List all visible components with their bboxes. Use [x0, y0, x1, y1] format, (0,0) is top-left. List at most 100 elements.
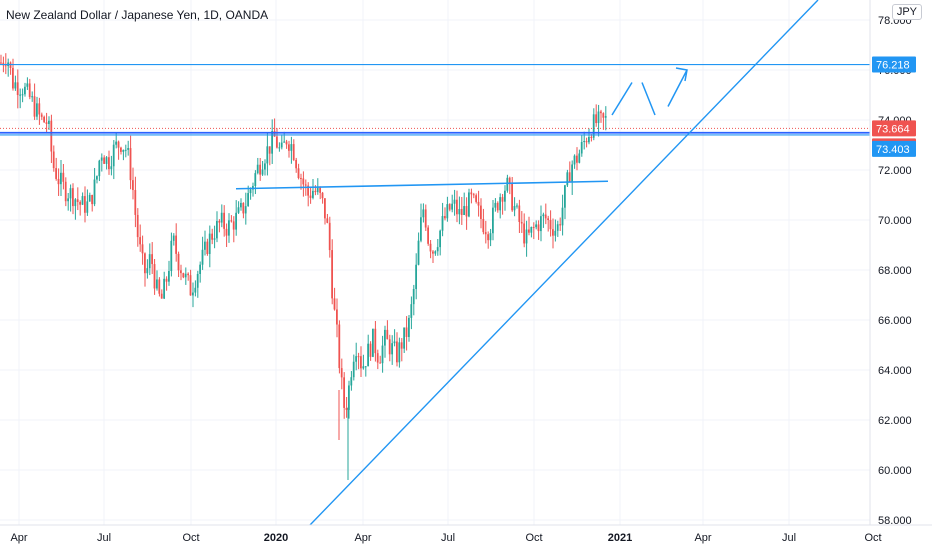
- price-tag: 76.218: [876, 60, 910, 72]
- projection-arrow: [667, 69, 688, 107]
- candle-body: [151, 254, 153, 265]
- candle-body: [266, 146, 269, 164]
- candle-body: [396, 341, 398, 363]
- candle-body: [28, 83, 31, 98]
- candle-body: [74, 199, 77, 207]
- horizontal-levels: [0, 63, 870, 136]
- candle-body: [237, 207, 240, 213]
- candle-body: [259, 164, 261, 175]
- candle-body: [441, 216, 444, 231]
- candle-body: [31, 96, 33, 98]
- candle-body: [292, 144, 295, 160]
- candle-body: [528, 229, 530, 233]
- y-tick-label: 60.000: [878, 465, 912, 477]
- x-tick-label: Jul: [441, 532, 455, 544]
- candle-body: [321, 192, 324, 199]
- candle-body: [540, 216, 542, 232]
- candle-body: [326, 218, 329, 223]
- candle-body: [484, 232, 487, 235]
- candle-body: [357, 356, 360, 358]
- candle-body: [415, 264, 417, 289]
- candle-body: [338, 324, 341, 369]
- candle-body: [408, 317, 410, 337]
- candle-body: [571, 164, 573, 182]
- candle-body: [302, 178, 305, 185]
- candle-body: [218, 220, 221, 223]
- candle-body: [518, 205, 521, 222]
- candle-body: [199, 264, 201, 274]
- candle-body: [386, 329, 389, 340]
- candle-body: [405, 327, 408, 337]
- candle-body: [309, 195, 312, 198]
- neckline: [235, 180, 609, 190]
- candle-body: [300, 178, 302, 180]
- x-tick-label: 2021: [608, 532, 632, 544]
- candle-body: [352, 361, 355, 378]
- candle-body: [465, 206, 468, 217]
- candle-body: [201, 249, 204, 265]
- candle-body: [88, 194, 91, 202]
- candle-body: [184, 273, 187, 278]
- candle-body: [64, 181, 67, 202]
- candle-body: [537, 224, 540, 232]
- candle-body: [576, 155, 578, 163]
- candle-body: [549, 220, 552, 230]
- candle-body: [52, 151, 55, 169]
- candle-body: [132, 180, 134, 191]
- candle-body: [96, 176, 98, 180]
- candle-body: [235, 212, 237, 230]
- candle-body: [194, 287, 197, 293]
- candle-body: [324, 198, 326, 219]
- candle-body: [110, 166, 113, 170]
- candle-body: [362, 366, 365, 369]
- candle-body: [170, 240, 173, 272]
- candle-body: [336, 309, 338, 325]
- candle-body: [225, 228, 228, 236]
- candle-body: [412, 288, 415, 305]
- candle-body: [158, 279, 161, 294]
- candle-body: [561, 207, 564, 226]
- current-price-tag-bg: [872, 120, 916, 137]
- y-tick-label: 72.000: [878, 165, 912, 177]
- candle-body: [57, 178, 60, 185]
- candle-body: [360, 356, 362, 369]
- candle-body: [228, 220, 230, 236]
- candle-body: [304, 184, 307, 186]
- x-tick-label: Apr: [10, 532, 27, 544]
- candle-body: [247, 193, 249, 207]
- candle-body: [254, 173, 257, 186]
- candle-body: [127, 148, 129, 150]
- candle-body: [468, 192, 470, 217]
- candle-body: [115, 141, 117, 145]
- candle-body: [544, 214, 547, 219]
- candle-body: [480, 205, 482, 219]
- candle-body: [432, 251, 434, 254]
- candle-body: [434, 251, 437, 254]
- x-tick-label: Jul: [97, 532, 111, 544]
- candle-body: [384, 329, 386, 346]
- price-tag-bg: [872, 140, 916, 157]
- candle-body: [240, 202, 242, 208]
- candle-body: [100, 157, 103, 161]
- time-scale[interactable]: [0, 525, 932, 550]
- candle-body: [93, 179, 96, 205]
- price-scale[interactable]: [870, 0, 932, 525]
- candle-body: [146, 268, 149, 274]
- candle-body: [345, 407, 348, 410]
- candle-body: [249, 189, 252, 194]
- candle-body: [12, 67, 14, 89]
- candle-body: [216, 220, 218, 239]
- currency-badge[interactable]: JPY: [891, 4, 922, 20]
- candle-body: [283, 141, 285, 143]
- candle-body: [403, 327, 405, 349]
- y-tick-label: 68.000: [878, 265, 912, 277]
- candlestick-series: [0, 53, 607, 480]
- candle-body: [463, 206, 465, 215]
- candle-body: [295, 159, 297, 169]
- candle-body: [592, 114, 595, 138]
- candle-body: [117, 141, 120, 148]
- candle-body: [43, 116, 45, 123]
- candle-body: [264, 163, 266, 170]
- price-tag: 73.403: [876, 144, 910, 156]
